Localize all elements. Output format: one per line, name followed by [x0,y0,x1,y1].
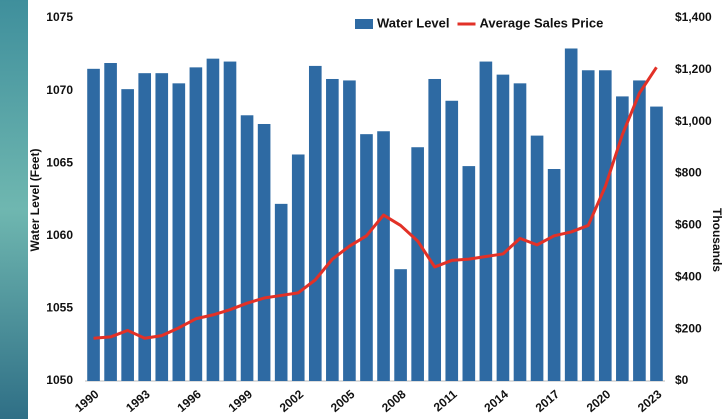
bar [394,269,407,381]
bar [104,63,117,381]
bar [514,83,527,381]
bar [497,75,510,381]
bar [599,70,612,381]
bar [411,147,424,381]
bar [309,66,322,381]
y2-tick-label: $1,000 [675,114,712,128]
x-tick-label: 2011 [431,387,460,415]
bar [463,166,476,381]
bar [207,59,220,381]
y2-axis-label: Thousands [710,208,723,272]
bar [428,79,441,381]
x-tick-label: 2014 [481,387,511,415]
y-tick-label: 1075 [46,10,73,24]
bar [565,48,578,381]
legend-label: Water Level [377,15,450,30]
x-tick-label: 1999 [226,387,256,415]
bar [480,62,493,381]
bar [292,154,305,381]
x-tick-label: 1996 [174,387,204,415]
y-axis-label: Water Level (Feet) [28,149,42,252]
bar [87,69,100,381]
y-tick-label: 1060 [46,228,73,242]
x-tick-label: 2023 [635,387,665,415]
y2-tick-label: $800 [675,166,702,180]
x-tick-label: 1993 [123,387,153,415]
y2-tick-label: $1,400 [675,10,712,24]
bar [377,131,390,381]
bar [121,89,134,381]
y2-tick-label: $200 [675,321,702,335]
chart: Water Level (Feet) Thousands 1050 1055 106… [0,0,723,419]
y2-tick-label: $0 [675,373,689,387]
y2-tick-label: $400 [675,269,702,283]
y-tick-label: 1055 [46,301,73,315]
bar [275,204,288,381]
bar [531,136,544,381]
x-tick-label: 1990 [72,387,102,415]
x-tick-label: 2005 [328,387,358,415]
bar [326,79,339,381]
x-tick-label: 2008 [379,387,409,415]
x-tick-label: 2017 [533,387,563,415]
bar [360,134,373,381]
bar [173,83,186,381]
y2-tick-label: $600 [675,218,702,232]
x-tick-label: 2020 [584,387,614,415]
background-image [0,0,28,419]
bar [548,169,561,381]
y-tick-label: 1065 [46,155,73,169]
y-tick-label: 1050 [46,373,73,387]
bar [224,62,237,381]
bar [633,80,646,381]
bar [190,67,203,381]
bar [241,115,254,381]
x-tick-label: 2002 [277,387,307,415]
bar [445,101,458,381]
bar [650,107,663,381]
bar [258,124,271,381]
y2-tick-label: $1,200 [675,62,712,76]
legend-swatch [355,19,373,29]
y-tick-label: 1070 [46,83,73,97]
page: {"chart_data": {"type": "bar", "categori… [0,0,723,419]
legend-label: Average Sales Price [480,15,604,30]
bar [343,80,356,381]
